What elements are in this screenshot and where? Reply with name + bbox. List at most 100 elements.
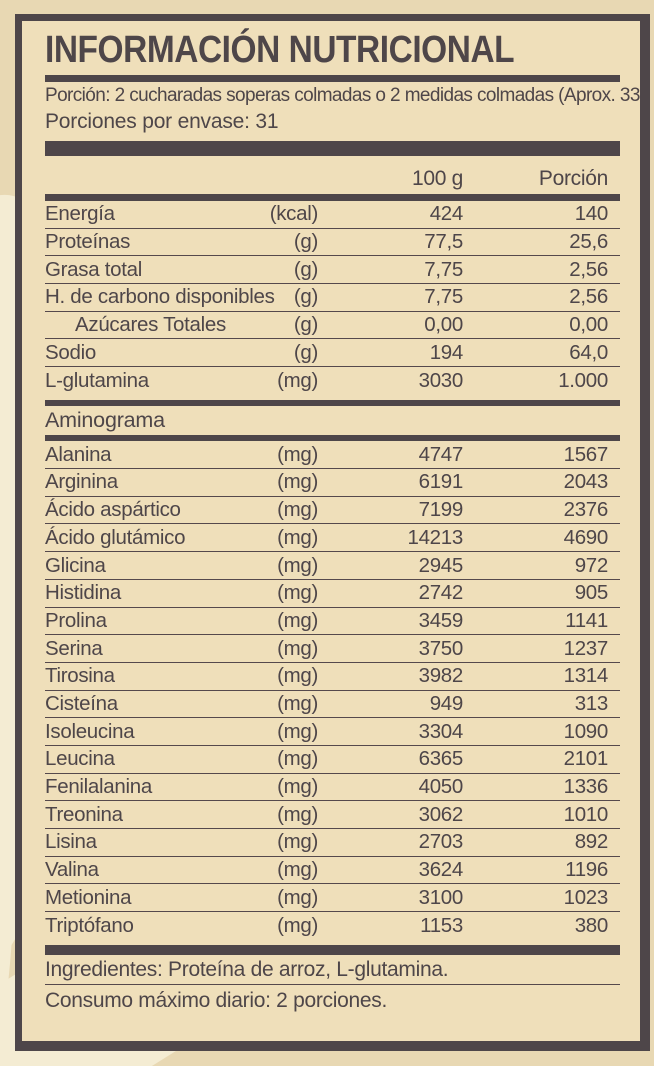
value-per-portion: 892: [574, 830, 609, 854]
amino-acid-name: Tirosina: [45, 664, 115, 688]
amino-acid-unit: (mg): [277, 830, 318, 854]
amino-acid-unit: (mg): [277, 581, 318, 605]
table-row: Cisteína (mg) 949 313: [45, 691, 620, 719]
nutrition-panel: INFORMACIÓN NUTRICIONAL Porción: 2 cucha…: [15, 14, 650, 1051]
value-per-100g: 949: [429, 691, 464, 715]
value-per-100g: 2742: [418, 581, 464, 605]
amino-acid-name: Valina: [45, 858, 99, 882]
table-row: Leucina (mg) 6365 2101: [45, 746, 620, 774]
aminogram-bottom-bar: [45, 435, 620, 442]
nutrient-name: Proteínas: [45, 230, 131, 254]
table-row: Lisina (mg) 2703 892: [45, 829, 620, 857]
value-per-portion: 905: [574, 581, 609, 605]
table-row: Sodio (g) 194 64,0: [45, 339, 620, 368]
table-row: Serina (mg) 3750 1237: [45, 635, 620, 663]
value-per-100g: 3624: [418, 858, 464, 882]
amino-acid-unit: (mg): [277, 691, 318, 715]
value-per-portion: 2101: [563, 747, 609, 771]
amino-acid-name: Glicina: [45, 553, 106, 577]
value-per-portion: 380: [574, 914, 609, 938]
value-per-100g: 4747: [418, 442, 464, 466]
table-row: Treonina (mg) 3062 1010: [45, 801, 620, 830]
value-per-portion: 4690: [563, 525, 609, 549]
amino-acid-unit: (mg): [277, 664, 318, 688]
amino-acid-unit: (mg): [277, 636, 318, 660]
table-row: Prolina (mg) 3459 1141: [45, 608, 620, 636]
servings-per-container-text: Porciones por envase: 31: [45, 110, 279, 133]
value-per-100g: 6191: [418, 470, 464, 494]
amino-acid-unit: (mg): [277, 525, 318, 549]
amino-acid-name: Triptófano: [45, 914, 134, 938]
column-header-portion: Porción: [538, 166, 608, 190]
table-row: Azúcares Totales (g) 0,00 0,00: [45, 312, 620, 340]
nutrient-name: Sodio: [45, 340, 96, 364]
table-row: H. de carbono disponibles (g) 7,75 2,56: [45, 284, 620, 312]
table-row: Valina (mg) 3624 1196: [45, 857, 620, 885]
aminogram-table: Alanina (mg) 4747 1567 Arginina (mg) 619…: [45, 441, 620, 940]
amino-acid-name: Prolina: [45, 608, 107, 632]
value-per-100g: 1153: [420, 914, 463, 938]
amino-acid-name: Serina: [45, 636, 103, 660]
value-per-100g: 4050: [418, 775, 464, 799]
nutrient-name: Grasa total: [45, 257, 142, 281]
max-daily-consumption-text: Consumo máximo diario: 2 porciones.: [45, 989, 387, 1013]
value-per-100g: 3459: [418, 608, 464, 632]
column-header-100g: 100 g: [411, 166, 463, 190]
table-row: Isoleucina (mg) 3304 1090: [45, 718, 620, 746]
value-per-portion: 0,00: [569, 313, 608, 337]
value-per-portion: 1141: [565, 608, 608, 632]
table-row: Arginina (mg) 6191 2043: [45, 469, 620, 497]
nutrient-name: Azúcares Totales: [75, 313, 226, 337]
amino-acid-name: Ácido aspártico: [45, 498, 181, 522]
serving-size-text: Porción: 2 cucharadas soperas colmadas o…: [45, 85, 650, 106]
amino-acid-name: Isoleucina: [45, 719, 135, 743]
header-rule: [45, 194, 620, 201]
amino-acid-unit: (mg): [277, 885, 318, 909]
value-per-portion: 2043: [563, 470, 609, 494]
nutrient-name: L-glutamina: [45, 369, 149, 393]
value-per-100g: 3062: [418, 802, 464, 826]
value-per-100g: 3304: [418, 719, 464, 743]
amino-acid-unit: (mg): [277, 914, 318, 938]
value-per-portion: 1023: [563, 885, 609, 909]
amino-acid-name: Arginina: [45, 470, 118, 494]
amino-acid-unit: (mg): [277, 470, 318, 494]
value-per-portion: 972: [574, 553, 609, 577]
value-per-portion: 1336: [563, 775, 609, 799]
value-per-100g: 2703: [418, 830, 464, 854]
nutrient-unit: (mg): [277, 369, 318, 393]
value-per-portion: 2,56: [569, 285, 608, 309]
value-per-100g: 3100: [418, 885, 464, 909]
value-per-100g: 3030: [418, 369, 464, 393]
table-row: Glicina (mg) 2945 972: [45, 552, 620, 580]
table-row: Grasa total (g) 7,75 2,56: [45, 256, 620, 285]
amino-acid-unit: (mg): [277, 775, 318, 799]
value-per-portion: 1090: [563, 719, 609, 743]
value-per-portion: 64,0: [569, 340, 608, 364]
value-per-100g: 424: [429, 202, 464, 226]
table-row: Metionina (mg) 3100 1023: [45, 884, 620, 913]
section-divider-bar: [45, 141, 620, 156]
table-row: Histidina (mg) 2742 905: [45, 580, 620, 608]
value-per-100g: 0,00: [424, 313, 463, 337]
amino-acid-unit: (mg): [277, 442, 318, 466]
amino-acid-unit: (mg): [277, 608, 318, 632]
value-per-portion: 1314: [563, 664, 609, 688]
value-per-portion: 140: [574, 202, 609, 226]
nutrient-unit: (g): [293, 257, 318, 281]
ingredients-text: Ingredientes: Proteína de arroz, L-gluta…: [45, 955, 620, 986]
table-row: Tirosina (mg) 3982 1314: [45, 663, 620, 691]
amino-acid-name: Lisina: [45, 830, 97, 854]
value-per-portion: 1567: [563, 442, 609, 466]
value-per-portion: 1237: [563, 636, 609, 660]
title-rule: [45, 75, 620, 82]
nutrient-unit: (g): [293, 313, 318, 337]
value-per-portion: 313: [574, 691, 609, 715]
label-title: INFORMACIÓN NUTRICIONAL: [45, 29, 515, 71]
amino-acid-unit: (mg): [277, 553, 318, 577]
amino-acid-name: Treonina: [45, 802, 123, 826]
nutrient-unit: (g): [293, 230, 318, 254]
aminogram-top-bar: [45, 400, 620, 407]
nutrient-unit: (g): [293, 285, 318, 309]
